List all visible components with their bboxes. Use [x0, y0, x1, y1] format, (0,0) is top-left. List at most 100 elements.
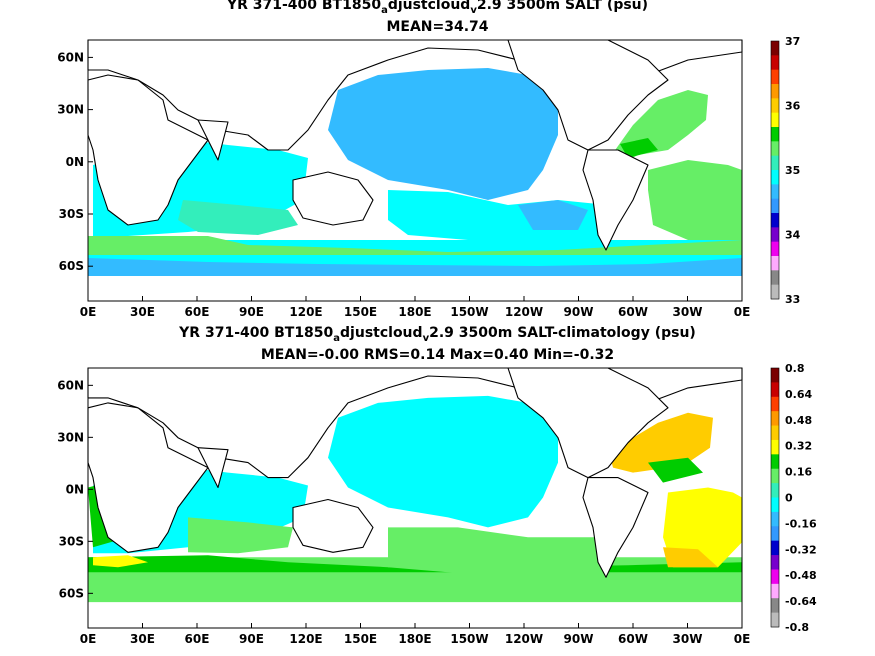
- bottom-x-tick-label: 120E: [289, 632, 322, 646]
- top-landmass-3: [292, 171, 374, 226]
- top-x-tick-label: 120E: [289, 305, 322, 319]
- bottom-ocean-region-2: [93, 555, 148, 568]
- top-colorbar-swatch: [771, 69, 779, 85]
- bottom-map: 0E 30E 60E 90E 120E 150E 180E 150W 120W 90W 60W 30W…: [57, 367, 751, 646]
- bottom-colorbar-label: -0.16: [785, 517, 817, 530]
- bottom-colorbar-swatch: [771, 454, 779, 470]
- bottom-landmass-3: [292, 498, 374, 553]
- top-coastlines: [87, 39, 743, 251]
- top-y-tick-label: 30N: [57, 103, 84, 117]
- top-colorbar-frame: [770, 40, 780, 300]
- bottom-ocean-fill-group: [88, 395, 742, 603]
- top-ocean-region-4: [178, 200, 298, 235]
- bottom-colorbar-label: 0.16: [785, 466, 812, 479]
- top-colorbar-label: 36: [785, 100, 801, 113]
- bottom-colorbar-frame: [770, 367, 780, 628]
- bottom-landmass-4: [507, 367, 669, 479]
- bottom-x-tick-label: 180E: [398, 632, 431, 646]
- bottom-x-axis: 0E 30E 60E 90E 120E 150E 180E 150W 120W 90W 60W 30W…: [80, 623, 751, 646]
- bottom-map-subtitle: MEAN=-0.00 RMS=0.14 Max=0.40 Min=-0.32: [260, 347, 615, 363]
- top-map: 0E 30E 60E 90E 120E 150E 180E 150W 120W 90W 60W 30W…: [57, 39, 751, 319]
- top-landmass-5: [582, 149, 649, 251]
- bottom-colorbar-swatch: [771, 411, 779, 427]
- top-landmass-0: [87, 74, 209, 226]
- top-colorbar-label: 33: [785, 293, 800, 306]
- top-ocean-region-7: [518, 200, 588, 230]
- bottom-y-tick-label: 60S: [59, 586, 84, 600]
- top-x-tick-label: 60W: [618, 305, 648, 319]
- bottom-colorbar-swatch: [771, 569, 779, 585]
- bottom-ocean-region-9: [648, 457, 703, 483]
- bottom-y-tick-label: 60N: [57, 378, 84, 392]
- top-y-tick-label: 60S: [59, 259, 84, 273]
- top-colorbar-swatch: [771, 241, 779, 257]
- bottom-colorbar-swatch: [771, 483, 779, 498]
- top-colorbar-swatch: [771, 184, 779, 200]
- top-x-tick-label: 90E: [239, 305, 264, 319]
- bottom-x-tick-label: 30E: [130, 632, 155, 646]
- bottom-landmass-5: [582, 477, 649, 578]
- bottom-landmass-0: [87, 402, 209, 553]
- bottom-x-tick-label: 90E: [239, 632, 264, 646]
- bottom-x-tick-label: 30W: [673, 632, 703, 646]
- top-colorbar-swatch: [771, 98, 779, 114]
- bottom-colorbar-swatch: [771, 468, 779, 484]
- top-x-tick-label: 150E: [344, 305, 377, 319]
- top-colorbar-swatch: [771, 227, 779, 243]
- bottom-colorbar-swatch: [771, 368, 779, 383]
- bottom-map-title: YR 371-400 BT1850adjustcloudv2.9 3500m S…: [179, 325, 696, 344]
- top-y-tick-label: 30S: [59, 207, 84, 221]
- bottom-x-tick-label: 120W: [505, 632, 543, 646]
- top-ocean-region-5: [328, 68, 558, 200]
- bottom-colorbar-label: -0.64: [785, 595, 817, 608]
- top-x-tick-label: 30W: [673, 305, 703, 319]
- top-map-title: YR 371-400 BT1850adjustcloudv2.9 3500m S…: [226, 0, 649, 16]
- bottom-colorbar-swatch: [771, 382, 779, 398]
- bottom-x-tick-label: 0E: [734, 632, 751, 646]
- top-colorbar-swatch: [771, 84, 779, 99]
- bottom-colorbar-swatch: [771, 497, 779, 513]
- top-colorbar-swatch: [771, 284, 779, 300]
- bottom-colorbar-label: 0: [785, 492, 793, 505]
- top-colorbar-swatch: [771, 270, 779, 286]
- bottom-colorbar-swatch: [771, 396, 779, 412]
- top-map-subtitle: MEAN=34.74: [386, 19, 489, 35]
- bottom-colorbar-label: -0.32: [785, 543, 817, 556]
- top-colorbar-swatch: [771, 198, 779, 214]
- top-x-tick-label: 90W: [564, 305, 594, 319]
- top-colorbar-swatch: [771, 155, 779, 171]
- top-colorbar-swatch: [771, 41, 779, 56]
- bottom-y-axis: 60N 30N 0N 30S 60S: [57, 378, 93, 600]
- bottom-colorbar-swatch: [771, 425, 779, 441]
- bottom-colorbar-swatch: [771, 439, 779, 455]
- top-colorbar-swatch: [771, 256, 779, 271]
- top-x-tick-label: 30E: [130, 305, 155, 319]
- bottom-x-tick-label: 60E: [185, 632, 210, 646]
- bottom-colorbar-swatch: [771, 583, 779, 599]
- bottom-colorbar-swatch: [771, 612, 779, 628]
- bottom-colorbar-label: -0.8: [785, 621, 809, 634]
- top-ocean-region-1: [88, 236, 742, 255]
- top-x-tick-label: 0E: [80, 305, 97, 319]
- bottom-colorbar: 0.8 0.64 0.48 0.32 0.16 0 -0.16 -0.32 -0.48 -0.64…: [770, 362, 817, 634]
- top-colorbar-swatch: [771, 112, 779, 128]
- top-ocean-region-10: [648, 160, 742, 240]
- top-landmass-2: [197, 119, 229, 161]
- bottom-colorbar-swatch: [771, 555, 779, 570]
- bottom-ocean-region-7: [388, 527, 608, 578]
- bottom-colorbar-swatch: [771, 511, 779, 527]
- top-colorbar-swatch: [771, 170, 779, 185]
- bottom-x-tick-label: 90W: [564, 632, 594, 646]
- top-colorbar-swatch: [771, 213, 779, 228]
- bottom-colorbar-label: -0.48: [785, 569, 817, 582]
- top-colorbar-swatch: [771, 55, 779, 71]
- top-colorbar-swatch: [771, 141, 779, 157]
- bottom-ocean-region-10: [663, 487, 742, 568]
- bottom-y-tick-label: 30N: [57, 430, 84, 444]
- bottom-x-tick-label: 60W: [618, 632, 648, 646]
- bottom-x-tick-label: 150W: [450, 632, 488, 646]
- top-x-tick-label: 0E: [734, 305, 751, 319]
- bottom-ocean-region-6: [328, 395, 558, 528]
- bottom-y-tick-label: 30S: [59, 534, 84, 548]
